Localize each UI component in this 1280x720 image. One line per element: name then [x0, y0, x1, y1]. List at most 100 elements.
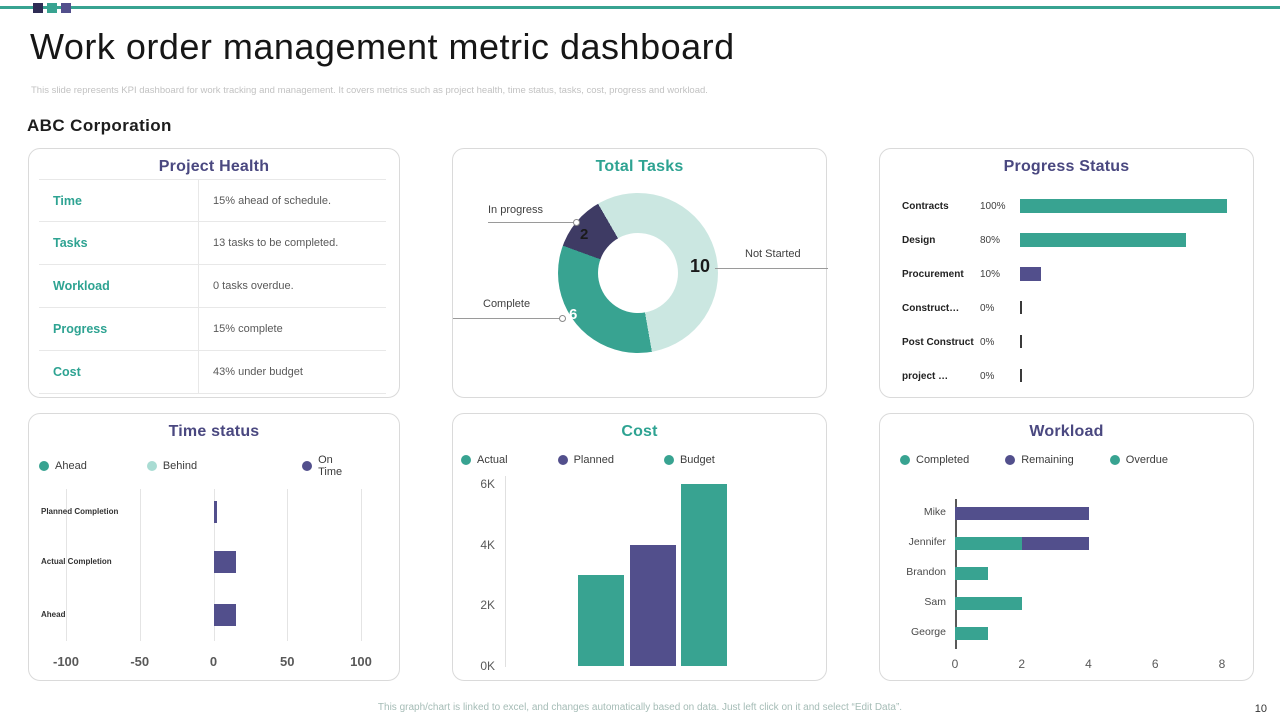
panel-title-time-status: Time status	[168, 423, 260, 440]
value-label: 0%	[980, 336, 995, 348]
footer-note: This graph/chart is linked to excel, and…	[377, 702, 903, 713]
segment-label-in-progress: In progress	[488, 204, 544, 216]
progress-row: project … 0%	[902, 359, 1227, 393]
panel-workload: Workload Completed Remaining Overdue 0 2 4 6 8…	[879, 413, 1254, 681]
progress-status-chart: Contracts 100% Design 80% Procurement 10% Cons…	[902, 189, 1227, 393]
bar-track	[1020, 335, 1227, 349]
gridline	[361, 489, 362, 641]
bar	[578, 575, 624, 666]
legend-dot-icon	[302, 461, 313, 471]
axis-tick-label: -50	[130, 654, 150, 669]
legend-item: Ahead	[39, 460, 87, 472]
legend-item: Behind	[146, 460, 198, 472]
segment-value-in-progress: 2	[580, 226, 589, 243]
time-status-legend: Ahead Behind On Time	[39, 454, 402, 478]
value-label: 80%	[980, 234, 1001, 246]
category-label: Jennifer	[908, 536, 946, 548]
axis-tick-label: 6K	[480, 477, 495, 491]
bar	[1020, 301, 1022, 314]
category-label: Ahead	[41, 610, 66, 619]
bar-track	[1020, 199, 1227, 213]
bar	[955, 627, 989, 640]
category-label: Contracts	[902, 200, 949, 212]
legend-label: Behind	[162, 460, 198, 472]
callout-line	[453, 318, 561, 319]
dashboard-grid: Project Health Time 15% ahead of schedule…	[28, 148, 1254, 681]
legend-label: Planned	[573, 454, 614, 466]
workload-legend: Completed Remaining Overdue	[900, 454, 1204, 466]
panel-title-workload: Workload	[1029, 423, 1104, 440]
legend-dot-icon	[39, 461, 49, 471]
axis-tick-label: 4K	[480, 537, 495, 552]
axis-tick-label: 100	[350, 654, 372, 669]
legend-label: Actual	[477, 454, 508, 466]
legend-label: Ahead	[55, 460, 87, 472]
page-number: 10	[1254, 703, 1267, 715]
progress-row: Contracts 100%	[902, 189, 1227, 223]
axis-tick-label: 4	[1085, 657, 1092, 671]
metric-value: 0 tasks overdue.	[213, 280, 294, 292]
segment-value-not-started: 10	[690, 256, 711, 276]
legend-item: Completed	[900, 454, 969, 466]
axis-tick-label: 8	[1218, 657, 1226, 671]
gridline	[287, 489, 289, 641]
category-label: Planned Completion	[41, 507, 119, 516]
bar	[955, 507, 1089, 520]
axis-tick-label: 0	[209, 654, 218, 669]
panel-title-project-health: Project Health	[158, 158, 270, 175]
metric-label: Tasks	[39, 222, 199, 264]
bar	[1020, 335, 1022, 348]
bar	[213, 604, 236, 626]
callout-line	[715, 268, 828, 269]
bar-track	[1020, 369, 1227, 383]
cost-legend: Actual Planned Budget	[461, 454, 765, 466]
metric-value: 13 tasks to be completed.	[213, 237, 339, 249]
bar	[213, 551, 236, 573]
bar	[1021, 537, 1089, 550]
donut-hole	[598, 233, 678, 313]
legend-dot-icon	[1005, 455, 1016, 465]
bar	[1020, 267, 1041, 281]
y-axis-line	[505, 476, 506, 667]
legend-label: Overdue	[1125, 454, 1168, 466]
bar	[1020, 369, 1022, 382]
panel-project-health: Project Health Time 15% ahead of schedule…	[28, 148, 400, 398]
legend-dot-icon	[557, 455, 568, 465]
progress-row: Procurement 10%	[902, 257, 1227, 291]
total-tasks-donut-chart: In progress 2 Complete 6 Not Started 10	[453, 149, 828, 397]
legend-dot-icon	[900, 455, 910, 465]
axis-tick-label: 50	[280, 654, 295, 669]
bar-track	[1020, 267, 1227, 281]
table-row: Cost 43% under budget	[39, 351, 386, 394]
company-name: ABC Corporation	[27, 116, 172, 135]
legend-label: Completed	[916, 454, 970, 466]
page-title: Work order management metric dashboard	[30, 26, 735, 67]
category-label: Mike	[923, 506, 946, 518]
value-label: 0%	[980, 370, 995, 382]
value-label: 10%	[980, 268, 1001, 280]
cost-plot: 6K 4K 2K 0K	[453, 476, 828, 681]
legend-label: On Time	[318, 454, 343, 478]
value-label: 0%	[980, 302, 995, 314]
legend-label: Remaining	[1021, 454, 1074, 466]
bar	[955, 537, 1022, 550]
metric-label: Cost	[39, 351, 199, 393]
bar	[1020, 199, 1227, 213]
panel-time-status: Time status Ahead Behind On Time -100 -50 0 5…	[28, 413, 400, 681]
table-row: Progress 15% complete	[39, 308, 386, 351]
progress-row: Design 80%	[902, 223, 1227, 257]
metric-label: Workload	[39, 265, 199, 307]
panel-title-progress-status: Progress Status	[1003, 158, 1130, 175]
category-label: Post Construct	[902, 336, 974, 348]
axis-tick-label: 0K	[480, 659, 495, 673]
time-status-plot: -100 -50 0 50 100 Planned Completion Actual Co…	[29, 489, 401, 679]
segment-value-complete: 6	[569, 306, 578, 323]
legend-item: Overdue	[1109, 454, 1168, 466]
accent-line	[0, 6, 1280, 9]
axis-tick-label: 2K	[480, 598, 495, 613]
project-health-table: Time 15% ahead of schedule. Tasks 13 tasks …	[39, 179, 386, 394]
category-label: Procurement	[902, 268, 964, 280]
segment-label-not-started: Not Started	[745, 248, 801, 260]
metric-value: 15% complete	[213, 323, 283, 335]
workload-plot: 0 2 4 6 8 Mike Jennifer Brandon Sam George	[880, 499, 1255, 679]
